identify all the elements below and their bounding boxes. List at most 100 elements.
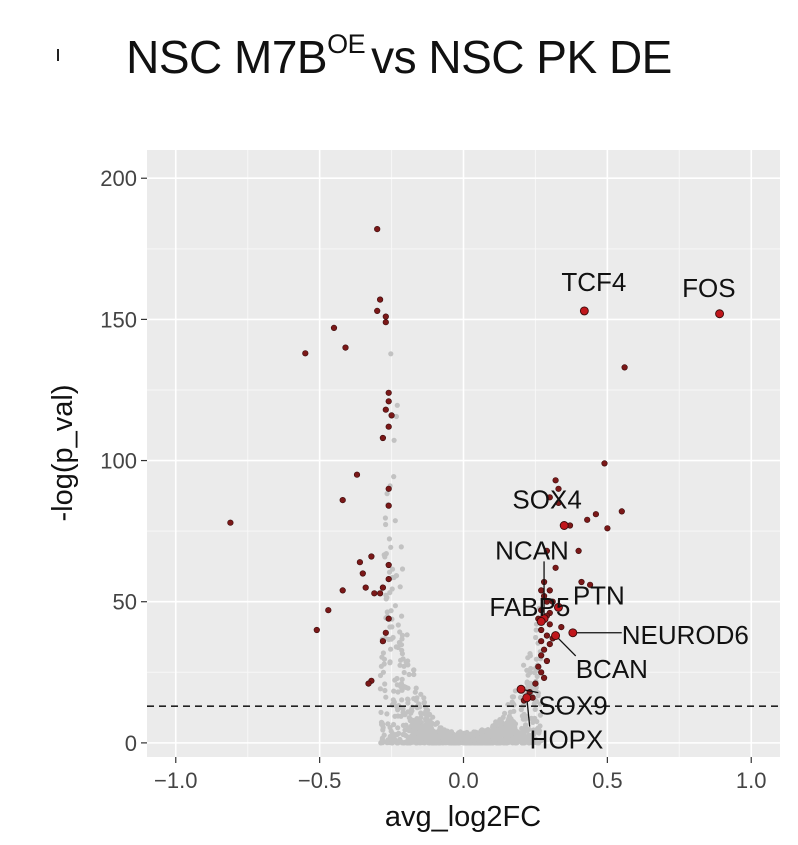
nonsignificant-point [388,728,394,734]
nonsignificant-point [424,713,430,719]
nonsignificant-point [482,740,488,746]
nonsignificant-point [378,663,384,669]
nonsignificant-point [418,691,424,697]
nonsignificant-point [536,730,542,736]
nonsignificant-point [391,437,397,443]
significant-point [532,680,539,687]
gene-label-ncan: NCAN [495,535,569,565]
nonsignificant-point [510,694,517,700]
nonsignificant-point [392,603,398,609]
significant-point [385,423,392,430]
labeled-gene-points [516,306,725,703]
nonsignificant-point [403,722,409,728]
nonsignificant-point [537,701,544,707]
nonsignificant-point [379,654,385,660]
nonsignificant-point [406,671,412,678]
nonsignificant-point [533,656,540,662]
nonsignificant-point [427,739,433,745]
nonsignificant-point [507,709,513,715]
significant-point [339,587,346,594]
nonsignificant-point [505,739,511,746]
significant-point [558,623,565,631]
nonsignificant-point [378,740,384,746]
y-tick-label: 50 [113,590,137,615]
nonsignificant-point [391,474,397,480]
significant-point [586,581,594,588]
significant-point [540,674,548,682]
nonsignificant-point [391,688,397,694]
nonsignificant-point [412,723,418,729]
nonsignificant-point [392,677,398,683]
nonsignificant-point [405,697,411,703]
significant-point [555,499,562,507]
significant-point [388,412,395,419]
significant-point [385,575,392,583]
edge-mark [57,49,59,61]
nonsignificant-point [392,713,398,719]
gene-point-sox9 [516,684,526,694]
significant-point [601,460,608,467]
nonsignificant-point [497,717,503,723]
nonsignificant-point [410,728,416,734]
nonsignificant-point [470,734,476,740]
nonsignificant-point [393,573,399,579]
nonsignificant-point [382,515,388,521]
nonsignificant-point [390,634,396,641]
significant-point [538,669,545,676]
significant-point [382,406,389,413]
nonsignificant-point [523,716,529,722]
significant-point [546,621,553,628]
nonsignificant-point [421,695,427,701]
gene-point-sox4 [559,521,569,530]
gene-point-hopx [522,693,532,703]
gene-label-fabp5: FABP5 [489,592,570,622]
y-axis-ticks: 0 50 100 150 200 [100,166,147,756]
significant-point [578,578,585,586]
nonsignificant-point [510,725,516,731]
nonsignificant-point [383,694,389,700]
nonsignificant-point [409,735,415,741]
nonsignificant-point [399,676,405,683]
nonsignificant-point [397,662,403,668]
significant-point [342,344,349,351]
gene-label-fos: FOS [682,273,735,303]
gene-label-neurod6: NEUROD6 [622,620,749,650]
nonsignificant-point [400,706,406,712]
significant-point [552,564,559,571]
significant-point [549,598,556,605]
nonsignificant-point [486,730,493,736]
significant-point [379,434,387,442]
nonsignificant-point [399,697,405,703]
nonsignificant-point [402,727,408,733]
significant-point [543,547,551,555]
nonsignificant-point [398,713,404,719]
nonsignificant-point [382,687,388,694]
x-tick-label: 1.0 [736,768,767,793]
nonsignificant-point [475,735,481,741]
significant-point [382,313,389,320]
gene-labels: TCF4 FOS SOX4 NCAN FABP5 PTN NEUROD6 BCAN SOX9 HO… [489,267,748,754]
nonsignificant-point [518,707,524,713]
nonsignificant-point [455,736,461,742]
nonsignificant-point [395,622,401,628]
nonsignificant-point [480,735,486,741]
nonsignificant-point [449,734,455,740]
nonsignificant-point [413,685,419,691]
nonsignificant-point [409,708,415,714]
nonsignificant-point [384,491,390,497]
nonsignificant-point [532,739,538,746]
nonsignificant-point [399,632,405,639]
nonsignificant-point [394,740,400,746]
significant-point [385,398,392,405]
nonsignificant-point [527,651,533,657]
significant-point [385,561,392,569]
x-tick-label: −1.0 [154,768,197,793]
nonsignificant-point [431,733,437,739]
gene-label-sox4: SOX4 [512,485,581,515]
significant-point [546,587,553,594]
significant-point [368,553,375,560]
nonsignificant-point [394,402,400,408]
nonsignificant-point [521,740,527,746]
nonsignificant-point [462,737,468,743]
nonsignificant-point [438,725,444,731]
